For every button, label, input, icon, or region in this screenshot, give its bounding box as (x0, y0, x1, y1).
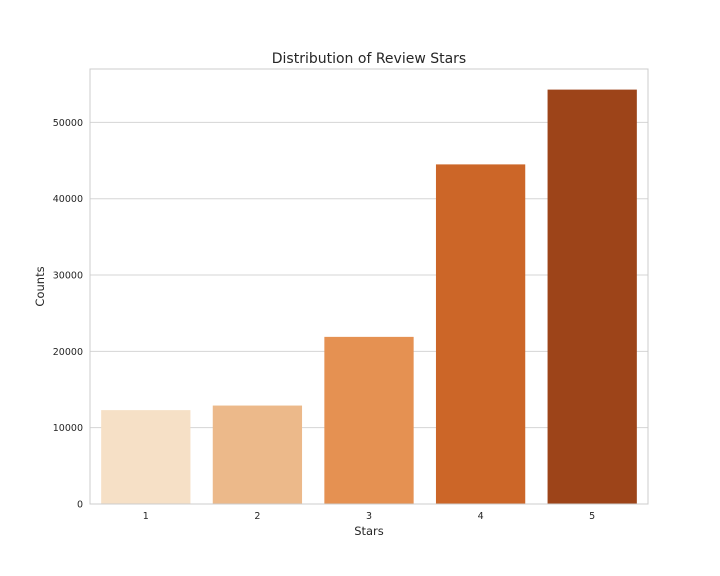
x-tick-labels: 1 2 3 4 5 (143, 511, 595, 522)
y-axis-label: Counts (33, 266, 47, 306)
y-tick-labels: 0 10000 20000 30000 40000 50000 (53, 118, 83, 511)
bar-2 (212, 405, 303, 504)
x-tick-label: 3 (366, 511, 372, 522)
y-tick-label: 40000 (53, 194, 83, 205)
y-tick-label: 0 (77, 500, 83, 511)
x-tick-label: 1 (143, 511, 149, 522)
x-tick-label: 2 (254, 511, 260, 522)
y-tick-label: 30000 (53, 271, 83, 282)
x-axis-label: Stars (354, 524, 384, 538)
bars (101, 89, 637, 505)
bar-4 (435, 164, 526, 505)
bar-3 (324, 336, 414, 504)
chart-title: Distribution of Review Stars (272, 51, 466, 67)
bar-5 (547, 89, 637, 505)
x-tick-label: 5 (589, 511, 595, 522)
plot-frame (89, 68, 649, 505)
x-tick-label: 4 (478, 511, 484, 522)
y-tick-label: 50000 (53, 118, 83, 129)
bar-1 (101, 410, 191, 504)
y-tick-label: 10000 (53, 423, 83, 434)
y-tick-label: 20000 (53, 347, 83, 358)
